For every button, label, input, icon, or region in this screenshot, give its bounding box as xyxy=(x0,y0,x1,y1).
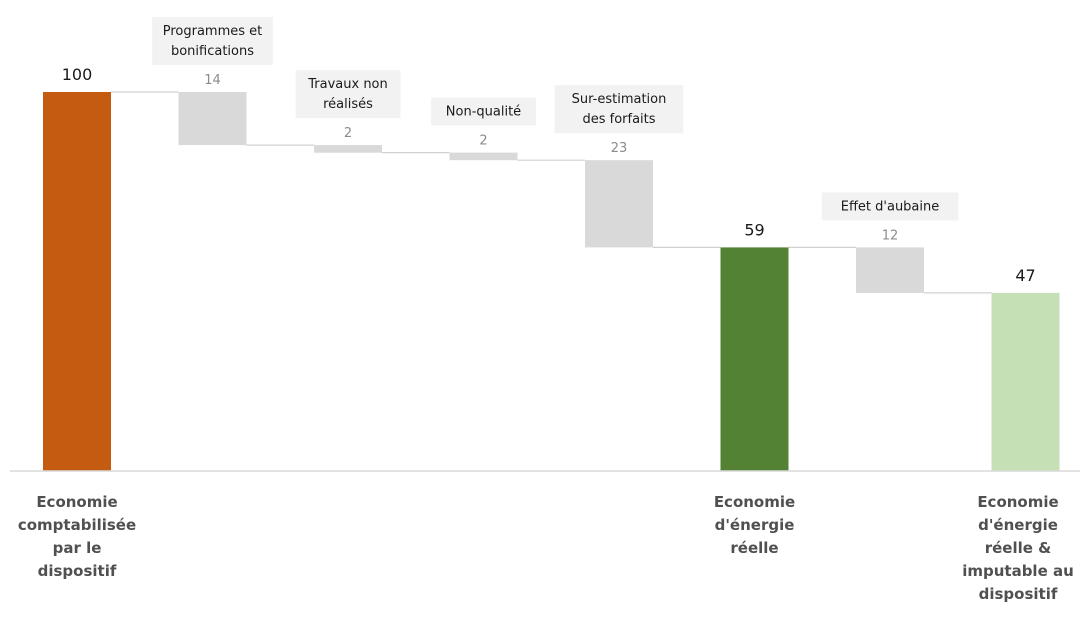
category-label-1-1: bonifications xyxy=(171,44,254,59)
category-box-6 xyxy=(821,192,959,221)
category-label-0-2: par le xyxy=(53,539,102,557)
bar-0 xyxy=(43,92,111,471)
category-label-5-0: Economie xyxy=(714,493,795,511)
category-label-2-1: réalisés xyxy=(323,97,373,112)
category-label-6-0: Effet d'aubaine xyxy=(841,199,940,214)
value-label-7: 47 xyxy=(1015,266,1035,285)
category-label-0-3: dispositif xyxy=(38,562,117,580)
labels: 100 Economie comptabilisée par le dispositif… xyxy=(18,17,1074,603)
category-label-0-0: Economie xyxy=(36,493,117,511)
bar-2 xyxy=(314,145,382,153)
category-label-7-1: d'énergie xyxy=(978,516,1058,534)
category-label-5-1: d'énergie xyxy=(715,516,795,534)
value-label-1: 14 xyxy=(204,73,221,88)
value-label-0: 100 xyxy=(62,65,93,84)
category-label-2-0: Travaux non xyxy=(307,77,388,92)
category-box-1 xyxy=(152,17,273,65)
category-label-0-1: comptabilisée xyxy=(18,516,136,534)
category-label-7-0: Economie xyxy=(977,493,1058,511)
bars xyxy=(43,92,1060,471)
bar-7 xyxy=(991,292,1060,471)
bar-4 xyxy=(585,160,653,248)
category-label-4-0: Sur-estimation xyxy=(572,92,667,107)
value-label-2: 2 xyxy=(344,126,352,141)
category-label-4-1: des forfaits xyxy=(582,112,655,127)
category-label-5-2: réelle xyxy=(730,539,778,557)
category-label-1-0: Programmes et xyxy=(163,24,263,39)
category-label-7-3: imputable au xyxy=(962,562,1074,580)
connector-lines xyxy=(111,91,992,294)
category-box-2 xyxy=(295,70,401,119)
bar-6 xyxy=(856,247,924,293)
value-label-4: 23 xyxy=(611,141,628,156)
bar-3 xyxy=(449,152,518,161)
category-label-7-4: dispositif xyxy=(979,585,1058,603)
category-label-7-2: réelle & xyxy=(985,539,1052,557)
category-box-3 xyxy=(431,97,536,126)
bar-5 xyxy=(720,247,789,471)
category-label-3-0: Non-qualité xyxy=(446,105,521,120)
value-label-3: 2 xyxy=(479,134,487,149)
value-label-6: 12 xyxy=(882,228,899,243)
category-box-4 xyxy=(554,85,684,134)
bar-1 xyxy=(178,92,247,146)
value-label-5: 59 xyxy=(744,220,764,239)
